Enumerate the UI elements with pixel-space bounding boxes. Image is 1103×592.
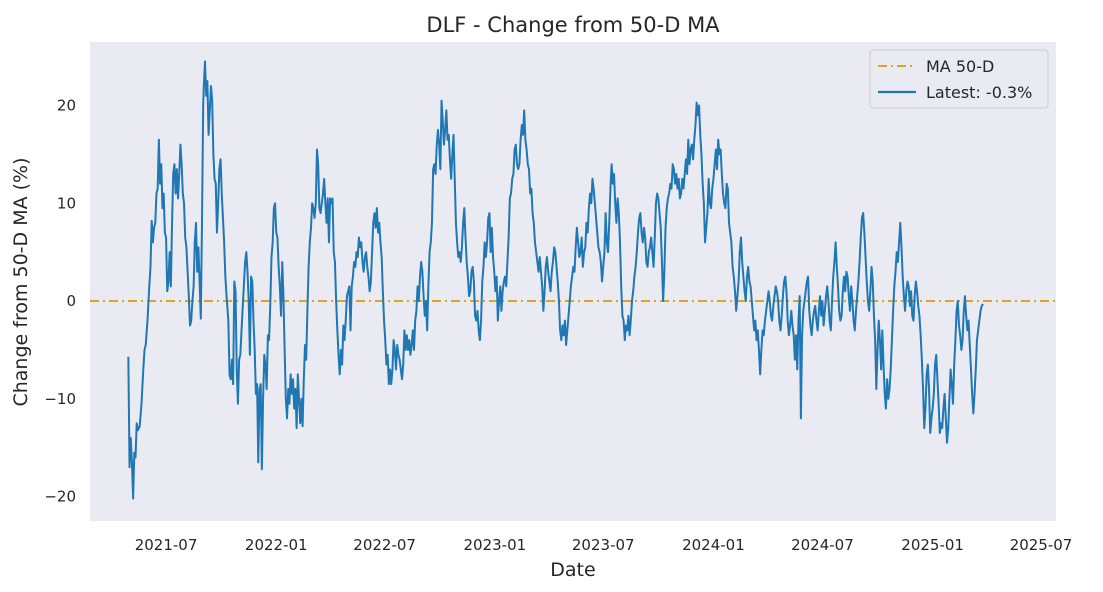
legend-series-label: Latest: -0.3%	[926, 83, 1032, 102]
y-axis-title: Change from 50-D MA (%)	[10, 157, 32, 406]
x-tick-label: 2023-01	[464, 536, 527, 554]
y-tick-label: 10	[57, 194, 76, 212]
y-tick-label: 20	[57, 97, 76, 115]
x-tick-label: 2021-07	[135, 536, 198, 554]
x-tick-label: 2025-01	[901, 536, 964, 554]
y-tick-label: −10	[44, 390, 76, 408]
y-tick-label: −20	[44, 488, 76, 506]
x-tick-label: 2025-07	[1010, 536, 1073, 554]
x-tick-label: 2024-01	[682, 536, 745, 554]
chart-title: DLF - Change from 50-D MA	[426, 13, 720, 37]
series-group	[127, 60, 984, 500]
x-tick-label: 2022-01	[245, 536, 308, 554]
x-tick-label: 2023-07	[572, 536, 635, 554]
x-tick-label: 2024-07	[791, 536, 854, 554]
y-tick-label: 0	[66, 292, 76, 310]
y-ticks-group: −20 −10 0 10 20	[44, 97, 76, 506]
legend-box	[869, 49, 1049, 109]
x-ticks-group: 2021-07 2022-01 2022-07 2023-01 2023-07 2024-…	[135, 536, 1073, 554]
series-line-0	[127, 60, 984, 500]
x-tick-label: 2022-07	[353, 536, 416, 554]
legend: MA 50-D Latest: -0.3%	[869, 49, 1049, 109]
x-axis-title: Date	[550, 559, 595, 581]
legend-ma-label: MA 50-D	[926, 57, 994, 76]
